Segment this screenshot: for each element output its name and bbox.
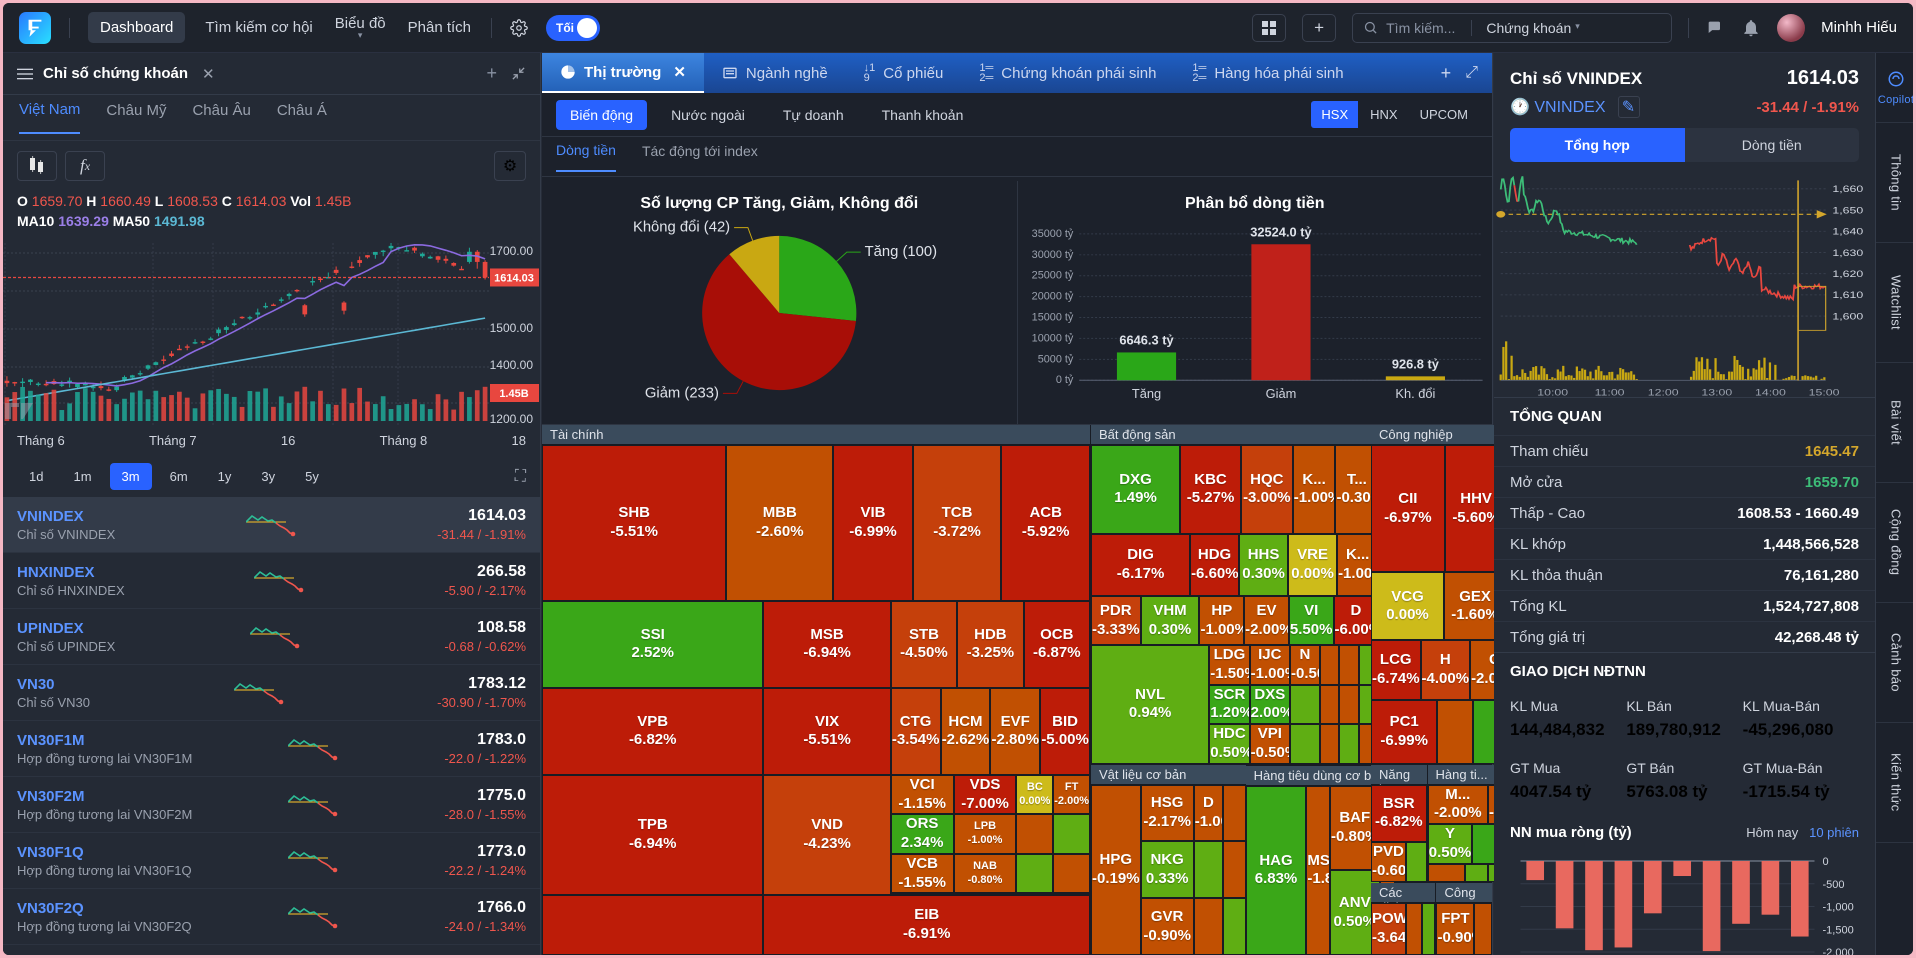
svg-text:Tăng (100): Tăng (100) bbox=[865, 244, 938, 260]
svg-text:Tăng: Tăng bbox=[1131, 386, 1160, 401]
svg-text:6646.3 tỷ: 6646.3 tỷ bbox=[1119, 333, 1174, 348]
svg-text:1,660: 1,660 bbox=[1832, 185, 1863, 195]
svg-text:-500: -500 bbox=[1823, 879, 1845, 891]
svg-text:25000 tỷ: 25000 tỷ bbox=[1031, 270, 1073, 282]
svg-text:1700.00: 1700.00 bbox=[490, 244, 534, 258]
svg-text:10000 tỷ: 10000 tỷ bbox=[1031, 332, 1073, 344]
svg-text:1,640: 1,640 bbox=[1832, 227, 1863, 237]
svg-text:35000 tỷ: 35000 tỷ bbox=[1031, 228, 1073, 240]
svg-text:Không đổi (42): Không đổi (42) bbox=[633, 220, 730, 236]
svg-text:30000 tỷ: 30000 tỷ bbox=[1031, 249, 1073, 261]
svg-text:1.45B: 1.45B bbox=[499, 388, 528, 400]
svg-text:12:00: 12:00 bbox=[1648, 388, 1679, 397]
svg-text:1614.03: 1614.03 bbox=[494, 272, 534, 284]
svg-text:1,610: 1,610 bbox=[1832, 291, 1863, 301]
svg-text:10:00: 10:00 bbox=[1537, 388, 1568, 397]
svg-text:0: 0 bbox=[1823, 856, 1829, 868]
svg-text:-1,000: -1,000 bbox=[1823, 902, 1854, 914]
svg-text:15:00: 15:00 bbox=[1809, 388, 1840, 397]
svg-text:20000 tỷ: 20000 tỷ bbox=[1031, 291, 1073, 303]
svg-text:1,650: 1,650 bbox=[1832, 206, 1863, 216]
svg-text:Kh. đổi: Kh. đổi bbox=[1395, 386, 1435, 401]
svg-text:1500.00: 1500.00 bbox=[490, 321, 534, 335]
svg-text:1400.00: 1400.00 bbox=[490, 358, 534, 372]
svg-text:11:00: 11:00 bbox=[1595, 388, 1625, 397]
svg-text:1,630: 1,630 bbox=[1832, 248, 1863, 258]
svg-text:14:00: 14:00 bbox=[1755, 388, 1786, 397]
svg-text:0 tỷ: 0 tỷ bbox=[1055, 374, 1073, 386]
svg-text:1,620: 1,620 bbox=[1832, 269, 1863, 279]
svg-text:-1,500: -1,500 bbox=[1823, 924, 1854, 936]
svg-text:15000 tỷ: 15000 tỷ bbox=[1031, 311, 1073, 323]
svg-text:1200.00: 1200.00 bbox=[490, 412, 534, 425]
svg-text:32524.0 tỷ: 32524.0 tỷ bbox=[1250, 224, 1312, 239]
svg-text:Giảm: Giảm bbox=[1265, 386, 1296, 401]
svg-text:5000 tỷ: 5000 tỷ bbox=[1037, 353, 1073, 365]
svg-text:1,600: 1,600 bbox=[1832, 312, 1863, 322]
svg-text:-2.000: -2.000 bbox=[1823, 947, 1854, 955]
svg-text:13:00: 13:00 bbox=[1701, 388, 1732, 397]
svg-text:Giảm (233): Giảm (233) bbox=[645, 385, 719, 401]
svg-text:926.8 tỷ: 926.8 tỷ bbox=[1391, 356, 1439, 371]
